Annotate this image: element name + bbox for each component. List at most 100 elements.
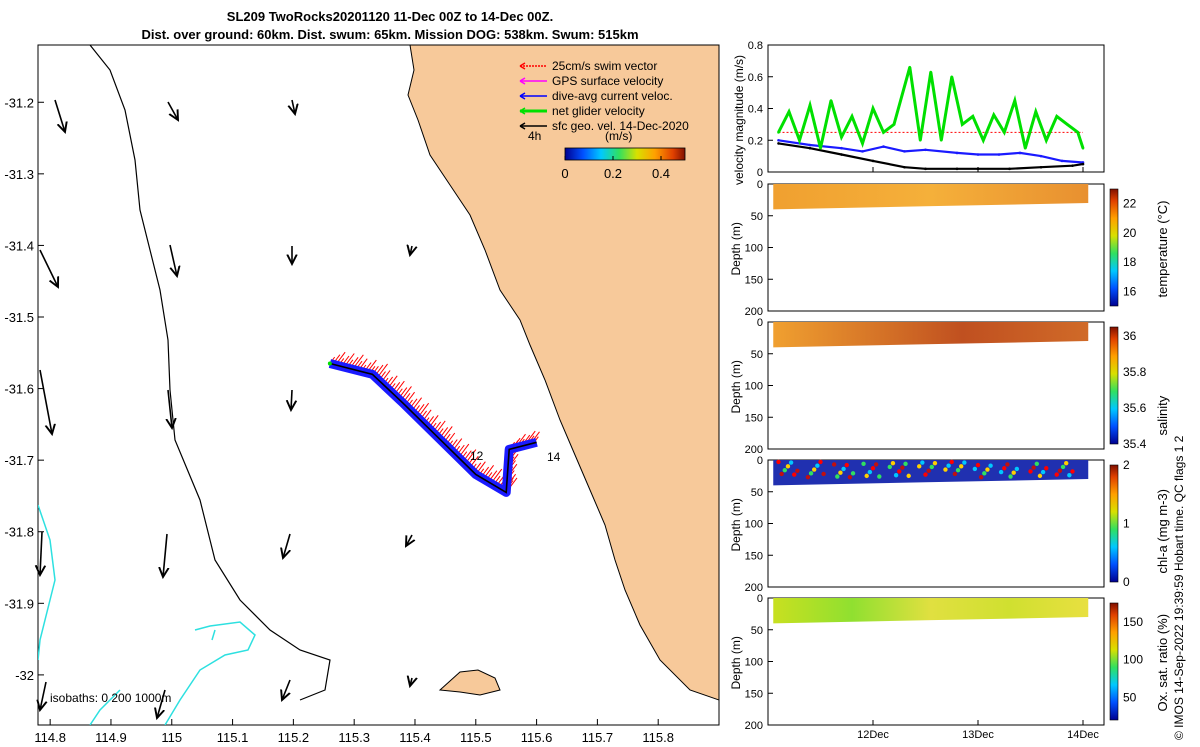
x-tick-label: 14Dec <box>1067 729 1099 741</box>
chla-point <box>897 469 902 474</box>
y-tick-label: 100 <box>745 519 763 531</box>
series-point <box>829 99 833 102</box>
y-tick-label: 200 <box>745 582 763 594</box>
y-tick-label: 200 <box>745 720 763 732</box>
chla-point <box>805 474 811 480</box>
series-point <box>882 131 885 134</box>
series-point <box>1008 167 1011 171</box>
chart-subtitle: Dist. over ground: 60km. Dist. swum: 65k… <box>141 27 639 42</box>
y-tick-label: 150 <box>745 550 763 562</box>
chla-point <box>926 468 931 473</box>
chla-point <box>1064 460 1069 466</box>
series-point <box>929 70 933 74</box>
series-point <box>1081 146 1085 150</box>
x-tick-label: 115.4 <box>399 730 431 745</box>
series-point <box>861 150 864 153</box>
colorbar-tick-label: 0 <box>561 166 568 181</box>
chla-point <box>821 471 826 477</box>
y-tick-label: -31.8 <box>4 525 34 540</box>
series-line <box>777 66 1085 149</box>
chla-point <box>838 470 843 475</box>
chla-point <box>998 469 1004 475</box>
chla-point <box>985 467 990 472</box>
colorbar-tick-label: 2 <box>1123 458 1130 472</box>
section-colorbar <box>1109 326 1119 445</box>
map-y-axis: -31.2 -31.3 -31.4 -31.5 -31.6 -31.7 -31.8 -31.9… <box>4 95 44 683</box>
x-tick-label: 115.1 <box>217 730 249 745</box>
chla-point <box>1034 461 1040 467</box>
chla-point <box>1031 465 1036 470</box>
x-tick-label: 115.2 <box>278 730 310 745</box>
chla-point <box>867 469 873 475</box>
y-tick-label: -31.9 <box>4 596 34 611</box>
sfc-vector <box>157 689 166 718</box>
series-point <box>903 150 906 153</box>
chla-point <box>903 461 908 467</box>
series-point <box>918 138 922 142</box>
sfc-vector <box>410 246 412 255</box>
y-tick-label: 50 <box>751 487 763 499</box>
series-point <box>808 143 812 147</box>
y-tick-label: -31.2 <box>4 95 34 110</box>
series-point <box>939 138 943 142</box>
y-tick-label: -31.3 <box>4 167 34 182</box>
series-point <box>819 146 822 150</box>
chla-point <box>1054 472 1059 477</box>
chla-point <box>776 459 781 465</box>
glider-track <box>327 351 540 497</box>
series-point <box>840 146 843 150</box>
chla-point <box>792 472 797 477</box>
legend-arrowhead <box>519 62 526 70</box>
temperature-section: 0 50 100 150 200 Depth (m) 16 18 20 22 temperature… <box>729 179 1170 318</box>
chla-point <box>900 465 905 470</box>
y-tick-label: 150 <box>745 412 763 424</box>
y-tick-label: 150 <box>745 688 763 700</box>
chla-point <box>1014 466 1020 472</box>
chla-point <box>870 466 876 471</box>
chla-point <box>946 463 951 468</box>
x-tick-label: 12Dec <box>857 729 889 741</box>
series-point <box>1044 138 1048 142</box>
chla-point <box>932 460 938 466</box>
chla-point <box>923 472 928 477</box>
chla-point <box>929 464 934 470</box>
legend-label: GPS surface velocity <box>552 74 663 88</box>
legend-label: dive-avg current veloc. <box>552 89 673 103</box>
colorbar-tick-label: 35.4 <box>1123 437 1147 451</box>
series-point <box>1081 162 1085 166</box>
series-point <box>808 104 812 107</box>
series-point <box>1002 131 1006 134</box>
section-data-band <box>773 598 1089 624</box>
y-tick-label: 150 <box>745 274 763 286</box>
velocity-panel: 0 0.2 0.4 0.6 0.8 velocity magnitude (m/s) <box>732 40 1105 185</box>
y-tick-label: 0 <box>757 317 763 329</box>
chla-point <box>844 462 849 468</box>
colorbar-tick-label: 36 <box>1123 329 1137 343</box>
time-x-axis: 12Dec 13Dec 14Dec <box>857 167 1099 741</box>
track-line <box>329 362 537 494</box>
chla-point <box>788 460 794 465</box>
colorbar-tick-label: 20 <box>1123 226 1137 240</box>
colorbar-tick-label: 0 <box>1123 575 1130 589</box>
y-tick-label: -32 <box>15 668 34 683</box>
chla-point <box>1028 469 1033 474</box>
track-start <box>327 361 332 366</box>
chla-point <box>831 462 837 467</box>
legend-label: sfc geo. vel. 14-Dec-2020 <box>552 119 689 133</box>
x-tick-label: 115.5 <box>460 730 492 745</box>
series-line <box>778 139 1084 164</box>
section-y-label: Depth (m) <box>729 636 743 689</box>
coastline-shelf <box>89 45 331 701</box>
y-tick-label: 0.2 <box>748 135 763 147</box>
sfc-vector <box>54 99 65 132</box>
colorbar-tick-label: 35.8 <box>1123 365 1147 379</box>
y-tick-label: 0 <box>757 167 763 179</box>
y-tick-label: -31.7 <box>4 453 34 468</box>
colorbar-tick-label: 0.4 <box>652 166 670 181</box>
chla-point <box>982 471 987 476</box>
chla-point <box>1067 473 1072 478</box>
series-point <box>903 165 906 169</box>
colorbar-label: temperature (°C) <box>1155 201 1170 298</box>
series-point <box>924 148 927 152</box>
